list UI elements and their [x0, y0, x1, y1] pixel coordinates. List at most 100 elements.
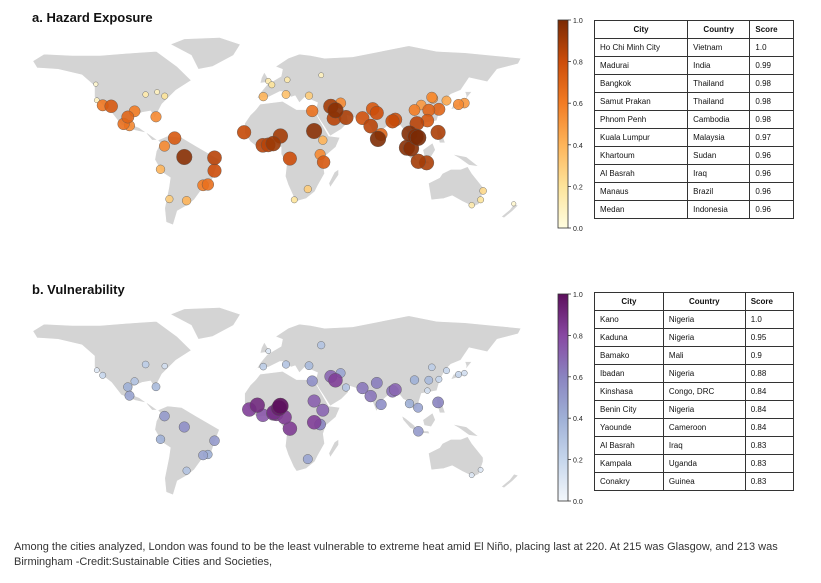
city-point [282, 360, 291, 369]
continent-shape [32, 50, 192, 141]
table-row: Kampala Uganda 0.83 [594, 454, 795, 473]
colorbar-tick-label: 0.2 [573, 458, 583, 465]
panel-title: a. Hazard Exposure [32, 10, 153, 25]
city-point [430, 124, 446, 140]
city-point [409, 129, 427, 146]
city-point [201, 178, 215, 191]
table-row: Medan Indonesia 0.96 [593, 200, 794, 219]
city-point [306, 104, 319, 118]
city-point [477, 196, 484, 204]
country-cell: Malaysia [687, 128, 751, 147]
table-row: Al Basrah Iraq 0.96 [593, 164, 794, 183]
city-point [123, 382, 133, 392]
score-cell: 0.84 [744, 382, 795, 401]
table-row: Al Basrah Iraq 0.83 [594, 436, 795, 455]
city-point [468, 472, 475, 478]
city-cell: Yaounde [594, 418, 664, 437]
country-cell: Brazil [687, 182, 751, 201]
city-point [124, 390, 135, 401]
city-point [369, 130, 387, 148]
city-point [432, 396, 444, 409]
city-point [182, 196, 192, 206]
city-point [388, 383, 402, 397]
continent-shape [428, 436, 484, 478]
table-row: Phnom Penh Cambodia 0.98 [593, 110, 794, 129]
score-cell: 0.98 [749, 74, 794, 93]
city-point [303, 185, 312, 194]
city-cell: Phnom Penh [593, 110, 689, 129]
score-cell: 0.84 [744, 418, 795, 437]
continent-shape [500, 203, 519, 219]
city-point [155, 434, 166, 444]
table-row: Kuala Lumpur Malaysia 0.97 [593, 128, 794, 147]
city-cell: Madurai [593, 56, 689, 75]
city-point [468, 202, 475, 209]
city-point [424, 375, 434, 385]
city-point [364, 389, 377, 403]
country-header: Country [662, 292, 746, 311]
country-cell: Sudan [687, 146, 751, 165]
city-point [182, 466, 191, 475]
city-point [155, 164, 166, 174]
city-point [342, 383, 351, 392]
city-point [154, 89, 160, 95]
score-cell: 0.96 [749, 182, 794, 201]
city-point [142, 91, 149, 98]
table-header-row: City Country Score [593, 20, 794, 39]
city-point [307, 415, 322, 430]
continent-shape [32, 320, 192, 411]
city-point [302, 454, 313, 465]
score-cell: 1.0 [744, 310, 795, 329]
city-point [479, 187, 487, 195]
city-point [290, 196, 298, 204]
score-cell: 0.88 [744, 364, 795, 383]
city-point [151, 382, 161, 392]
continent-shape [328, 168, 339, 189]
country-header: Country [687, 20, 751, 39]
city-cell: Bangkok [593, 74, 689, 93]
table-row: Kano Nigeria 1.0 [594, 310, 795, 329]
city-cell: Ho Chi Minh City [593, 38, 689, 57]
city-point [327, 102, 344, 119]
city-point [375, 398, 387, 410]
city-point [99, 371, 107, 379]
colorbar-tick-label: 0.6 [573, 101, 583, 108]
continent-shape [422, 412, 436, 428]
city-point [316, 403, 330, 417]
continent-shape [154, 405, 220, 496]
city-cell: Medan [593, 200, 689, 219]
city-points [93, 72, 517, 209]
colorbar-tick-label: 0.0 [573, 499, 583, 506]
city-point [281, 90, 291, 99]
continent-shape [450, 361, 473, 381]
city-point [93, 81, 99, 87]
colorbar-tick-label: 0.8 [573, 333, 583, 340]
city-point [141, 360, 150, 369]
city-point [259, 362, 267, 371]
table-row: Benin City Nigeria 0.84 [594, 400, 795, 419]
country-cell: Indonesia [687, 200, 751, 219]
country-cell: Uganda [662, 454, 746, 473]
score-cell: 0.97 [749, 128, 794, 147]
colorbar-tick-label: 0.4 [573, 416, 583, 423]
table-row: Ho Chi Minh City Vietnam 1.0 [593, 38, 794, 57]
table-row: Samut Prakan Thailand 0.98 [593, 92, 794, 111]
continent-shape [422, 142, 436, 158]
country-cell: Guinea [662, 472, 746, 491]
colorbar-tick-label: 0.8 [573, 60, 583, 67]
city-point [207, 150, 222, 166]
colorbar-tick-label: 0.4 [573, 143, 583, 150]
score-cell: 1.0 [749, 38, 794, 57]
score-cell: 0.83 [744, 472, 795, 491]
table-row: Conakry Guinea 0.83 [594, 472, 795, 491]
city-point [328, 373, 343, 388]
city-point [130, 377, 139, 386]
city-point [356, 382, 369, 395]
table-row: Kinshasa Congo, DRC 0.84 [594, 382, 795, 401]
city-cell: Benin City [594, 400, 664, 419]
vulnerability-panel: b. Vulnerability 0.0 0.2 0.4 0.6 0.8 1.0 City… [0, 276, 821, 516]
city-point [435, 375, 443, 383]
city-point [176, 148, 193, 165]
city-point [121, 110, 135, 124]
country-cell: Cambodia [687, 110, 751, 129]
